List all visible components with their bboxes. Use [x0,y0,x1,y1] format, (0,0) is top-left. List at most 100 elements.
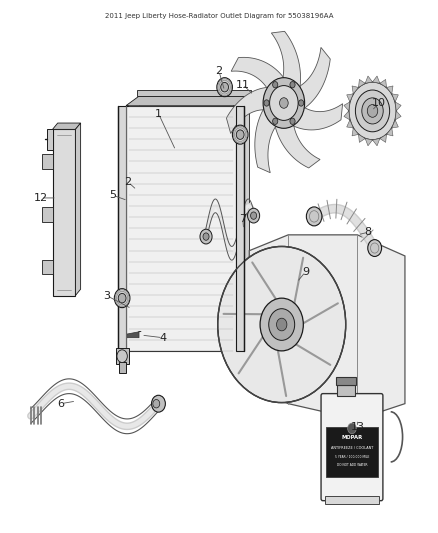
Circle shape [276,318,287,331]
Circle shape [269,309,295,341]
Polygon shape [386,128,393,136]
Polygon shape [372,139,380,146]
Text: 9: 9 [302,267,309,277]
Polygon shape [139,96,249,342]
Bar [326,427,378,478]
Polygon shape [47,130,53,150]
Circle shape [236,130,244,140]
Circle shape [367,104,378,117]
Polygon shape [53,130,75,295]
Circle shape [118,293,126,303]
Polygon shape [344,102,350,111]
Polygon shape [365,139,372,146]
Circle shape [218,246,346,402]
Text: ANTIFREEZE / COOLANT: ANTIFREEZE / COOLANT [331,447,373,450]
Text: 8: 8 [364,227,372,237]
Polygon shape [75,123,81,295]
Circle shape [247,208,260,223]
Polygon shape [395,102,401,111]
Text: 13: 13 [350,422,364,432]
Polygon shape [249,235,405,419]
Text: 5 YEAR / 100,000 MILE: 5 YEAR / 100,000 MILE [335,455,369,459]
Text: 3: 3 [103,290,110,301]
Polygon shape [137,90,251,96]
Circle shape [263,78,304,128]
Circle shape [279,98,288,108]
Text: 1: 1 [155,109,162,118]
Text: 7: 7 [239,214,246,224]
Polygon shape [347,120,353,128]
Bar [336,377,356,385]
Text: 4: 4 [159,333,166,343]
Circle shape [217,78,233,96]
Circle shape [114,289,130,308]
Circle shape [152,395,166,412]
Polygon shape [119,362,126,373]
Bar [337,385,355,395]
Circle shape [306,207,322,226]
Text: DO NOT ADD WATER: DO NOT ADD WATER [337,463,367,467]
Circle shape [203,233,209,240]
Circle shape [348,423,356,434]
Text: 2: 2 [125,177,132,187]
Polygon shape [116,348,129,364]
Circle shape [355,90,390,132]
Polygon shape [126,106,236,351]
Polygon shape [344,111,350,120]
Polygon shape [380,134,386,142]
Polygon shape [380,79,386,87]
Circle shape [233,125,248,144]
Polygon shape [118,106,126,351]
Polygon shape [53,123,81,130]
Polygon shape [255,107,277,173]
Polygon shape [386,86,393,94]
Circle shape [290,118,295,124]
Circle shape [270,86,298,120]
Polygon shape [236,106,244,351]
Polygon shape [395,111,401,120]
Circle shape [221,83,229,92]
Circle shape [272,118,278,124]
Polygon shape [42,207,53,222]
Text: 12: 12 [34,193,48,203]
Text: 11: 11 [236,79,250,90]
Polygon shape [359,79,365,87]
FancyBboxPatch shape [321,393,383,500]
Polygon shape [392,94,398,102]
Text: 10: 10 [372,98,386,108]
Circle shape [200,229,212,244]
Polygon shape [226,87,270,133]
Circle shape [260,298,304,351]
Text: 2011 Jeep Liberty Hose-Radiator Outlet Diagram for 55038196AA: 2011 Jeep Liberty Hose-Radiator Outlet D… [105,13,333,19]
Circle shape [272,82,278,88]
Polygon shape [352,86,359,94]
Polygon shape [392,120,398,128]
Circle shape [349,82,396,140]
Circle shape [368,240,381,256]
Circle shape [264,100,269,106]
Text: 6: 6 [58,399,65,409]
Text: 2: 2 [215,66,223,76]
Bar [325,496,379,504]
Circle shape [251,212,257,219]
Polygon shape [347,94,353,102]
Text: MOPAR: MOPAR [341,435,363,440]
Circle shape [153,400,160,408]
Polygon shape [126,96,249,106]
Circle shape [362,98,383,124]
Text: 5: 5 [110,190,117,200]
Polygon shape [291,104,343,130]
Polygon shape [365,76,372,83]
Polygon shape [372,76,380,83]
Polygon shape [42,260,53,274]
Polygon shape [42,154,53,169]
Polygon shape [231,58,285,90]
Circle shape [290,82,295,88]
Polygon shape [274,123,320,168]
Polygon shape [272,31,300,90]
Circle shape [299,100,304,106]
Polygon shape [122,332,141,338]
Polygon shape [352,128,359,136]
Circle shape [117,350,127,362]
Polygon shape [359,134,365,142]
